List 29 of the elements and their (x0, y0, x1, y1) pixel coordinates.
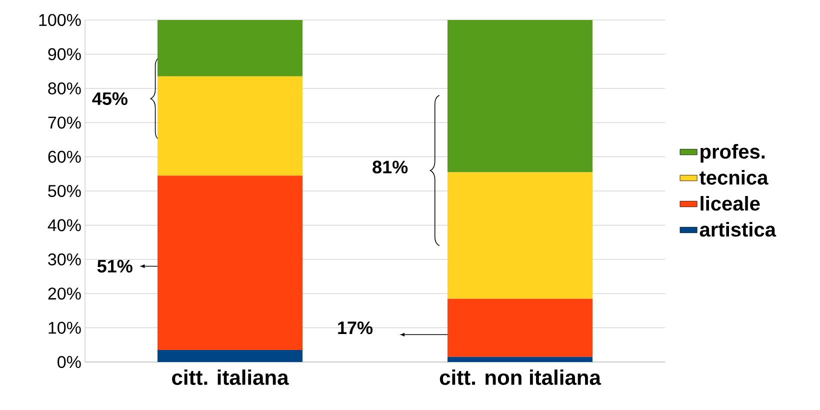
bar (448, 356, 593, 362)
y-tick-label: 0% (58, 356, 81, 368)
y-tick-label: 60% (48, 150, 81, 163)
legend-label: tecnica (700, 170, 768, 185)
bar (448, 172, 593, 299)
bar (158, 350, 302, 362)
y-tick-label: 40% (48, 219, 81, 232)
x-tick-label: citt. non italiana (440, 370, 602, 385)
y-tick-label: 70% (48, 116, 81, 129)
legend-label: profes. (700, 144, 765, 163)
bar (158, 76, 302, 176)
y-tick-label: 20% (48, 288, 81, 300)
annotation: 45% (92, 92, 128, 106)
x-tick-label: citt. italiana (172, 370, 289, 385)
bar (448, 298, 593, 357)
annotation: 17% (338, 321, 373, 334)
y-tick-label: 50% (48, 184, 81, 198)
bar (448, 20, 593, 172)
y-tick-label: 10% (48, 322, 81, 334)
bar (158, 176, 302, 350)
y-tick-label: 80% (48, 82, 81, 94)
bar (158, 20, 302, 76)
legend-label: artistica (700, 222, 776, 237)
annotation: 81% (372, 160, 408, 174)
annotation: 51% (97, 260, 132, 273)
legend-label: liceale (700, 196, 760, 211)
y-tick-label: 90% (48, 48, 81, 60)
y-tick-label: 30% (48, 253, 81, 266)
y-tick-label: 100% (39, 14, 81, 26)
